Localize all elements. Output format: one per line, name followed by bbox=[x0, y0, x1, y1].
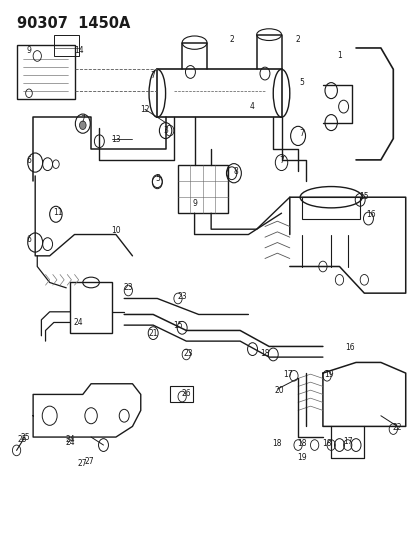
Text: 27: 27 bbox=[84, 457, 94, 465]
Text: 17: 17 bbox=[282, 370, 292, 378]
Text: 17: 17 bbox=[342, 437, 352, 446]
Text: 27: 27 bbox=[78, 459, 88, 468]
Text: 2: 2 bbox=[229, 36, 234, 44]
Text: 26: 26 bbox=[181, 389, 191, 398]
Text: 9: 9 bbox=[26, 46, 31, 55]
Text: 7: 7 bbox=[80, 116, 85, 124]
Text: 19: 19 bbox=[323, 370, 333, 378]
Text: 7: 7 bbox=[299, 129, 304, 138]
Bar bbox=[17, 45, 74, 99]
Bar bbox=[54, 35, 78, 56]
Text: 3: 3 bbox=[163, 126, 168, 135]
Text: 23: 23 bbox=[177, 292, 187, 301]
Text: 15: 15 bbox=[173, 321, 183, 329]
Text: 23: 23 bbox=[183, 349, 193, 358]
Text: 19: 19 bbox=[297, 453, 306, 462]
Text: 13: 13 bbox=[111, 135, 121, 144]
Text: 4: 4 bbox=[249, 102, 254, 111]
Text: 90307  1450A: 90307 1450A bbox=[17, 16, 130, 31]
Text: 24: 24 bbox=[65, 435, 75, 444]
Circle shape bbox=[79, 121, 86, 130]
Text: 8: 8 bbox=[233, 167, 238, 176]
Bar bbox=[157, 69, 281, 117]
Bar bbox=[178, 165, 227, 213]
Text: 10: 10 bbox=[111, 226, 121, 235]
Text: 25: 25 bbox=[20, 433, 30, 441]
Bar bbox=[169, 386, 192, 402]
Text: 18: 18 bbox=[322, 439, 331, 448]
Text: 25: 25 bbox=[18, 435, 28, 444]
Text: 7: 7 bbox=[278, 157, 283, 165]
Text: 24: 24 bbox=[74, 319, 83, 327]
Text: 1: 1 bbox=[336, 52, 341, 60]
Text: 12: 12 bbox=[140, 105, 149, 114]
Text: 6: 6 bbox=[26, 157, 31, 165]
Text: 15: 15 bbox=[358, 192, 368, 200]
Text: 14: 14 bbox=[74, 46, 83, 55]
Text: 16: 16 bbox=[344, 343, 354, 352]
Text: 11: 11 bbox=[53, 208, 62, 216]
Text: 9: 9 bbox=[192, 199, 197, 208]
Text: 16: 16 bbox=[365, 210, 375, 219]
Text: 20: 20 bbox=[274, 386, 284, 394]
Text: 6: 6 bbox=[26, 236, 31, 244]
Bar bbox=[301, 197, 359, 219]
Text: 21: 21 bbox=[148, 329, 157, 338]
Text: 5: 5 bbox=[299, 78, 304, 87]
Text: 5: 5 bbox=[154, 174, 159, 183]
Text: 18: 18 bbox=[297, 439, 306, 448]
Text: 2: 2 bbox=[295, 36, 300, 44]
Text: 23: 23 bbox=[123, 284, 133, 292]
Text: 18: 18 bbox=[260, 349, 269, 358]
Text: 7: 7 bbox=[150, 71, 155, 80]
Text: 24: 24 bbox=[65, 438, 75, 447]
Bar bbox=[70, 282, 112, 333]
Text: 18: 18 bbox=[272, 439, 281, 448]
Text: 22: 22 bbox=[392, 423, 401, 432]
